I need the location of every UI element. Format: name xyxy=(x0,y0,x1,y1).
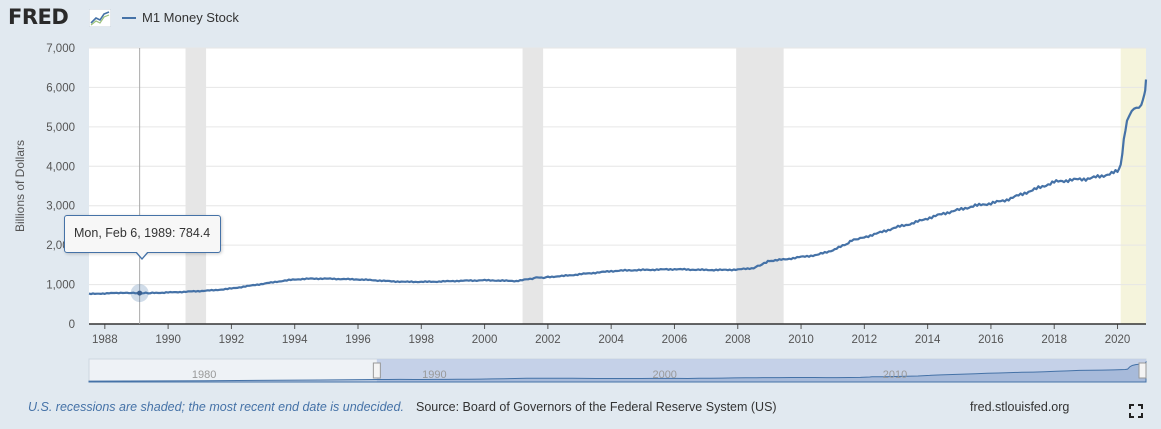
tooltip-date: Mon, Feb 6, 1989: xyxy=(74,226,176,240)
recession-band xyxy=(1120,48,1146,324)
navigator-series-area xyxy=(88,360,1147,383)
x-tick-label: 1998 xyxy=(408,334,434,346)
y-tick-label: 4,000 xyxy=(46,161,75,173)
y-tick-label: 1,000 xyxy=(46,280,75,292)
x-tick-label: 2016 xyxy=(978,334,1004,346)
x-tick-label: 2014 xyxy=(915,334,941,346)
y-tick-label: 3,000 xyxy=(46,201,75,213)
y-tick-label: 5,000 xyxy=(46,122,75,134)
site-link[interactable]: fred.stlouisfed.org xyxy=(970,400,1070,414)
data-tooltip: Mon, Feb 6, 1989: 784.4 xyxy=(64,215,221,253)
x-tick-label: 2002 xyxy=(535,334,561,346)
navigator-label: 1980 xyxy=(192,369,216,381)
navigator-label: 2010 xyxy=(883,369,907,381)
x-tick-label: 2020 xyxy=(1105,334,1131,346)
y-tick-label: 0 xyxy=(69,319,75,331)
fred-logo[interactable]: FRED xyxy=(8,5,69,29)
y-axis-title: Billions of Dollars xyxy=(13,140,27,232)
tooltip-value: 784.4 xyxy=(178,226,211,240)
x-tick-label: 1996 xyxy=(345,334,371,346)
recession-shading xyxy=(185,48,1146,324)
legend-label: M1 Money Stock xyxy=(142,10,239,25)
range-navigator[interactable]: 1980 1990 2000 2010 xyxy=(88,358,1147,383)
y-tick-label: 7,000 xyxy=(46,43,75,55)
series-line-m1 xyxy=(88,79,1148,296)
x-tick-label: 2012 xyxy=(852,334,878,346)
navigator-labels: 1980 1990 2000 2010 xyxy=(192,369,907,381)
x-tick-label: 2006 xyxy=(662,334,688,346)
recession-band xyxy=(522,48,544,324)
x-tick-label: 2010 xyxy=(788,334,814,346)
y-tick-label: 6,000 xyxy=(46,82,75,94)
navigator-left-handle[interactable] xyxy=(372,362,381,379)
x-tick-label: 1988 xyxy=(92,334,118,346)
legend[interactable]: M1 Money Stock xyxy=(122,10,239,25)
navigator-label: 2000 xyxy=(652,369,676,381)
x-tick-labels: 1988 1990 1992 1994 1996 1998 2000 2002 2004 2006… xyxy=(92,324,1130,346)
y-gridlines xyxy=(89,47,1146,286)
x-tick-label: 1990 xyxy=(155,334,181,346)
legend-swatch xyxy=(122,16,136,19)
x-tick-label: 2004 xyxy=(598,334,624,346)
x-tick-label: 2008 xyxy=(725,334,751,346)
x-tick-label: 1994 xyxy=(282,334,308,346)
hover-point xyxy=(137,290,143,296)
chart-header: FRED M1 Money Stock xyxy=(0,0,1161,40)
navigator-label: 1990 xyxy=(422,369,446,381)
plot-background xyxy=(89,48,1146,324)
recession-band xyxy=(736,48,784,324)
recession-note: U.S. recessions are shaded; the most rec… xyxy=(28,400,404,414)
x-tick-label: 2000 xyxy=(472,334,498,346)
fullscreen-icon[interactable] xyxy=(1129,404,1143,418)
tooltip-pointer-inner xyxy=(136,251,148,258)
x-tick-label: 1992 xyxy=(219,334,245,346)
navigator-right-handle[interactable] xyxy=(1138,362,1147,379)
recession-band xyxy=(185,48,207,324)
source-text: Source: Board of Governors of the Federa… xyxy=(416,400,777,414)
x-tick-label: 2018 xyxy=(1041,334,1067,346)
fred-logo-graph-icon xyxy=(89,9,111,27)
